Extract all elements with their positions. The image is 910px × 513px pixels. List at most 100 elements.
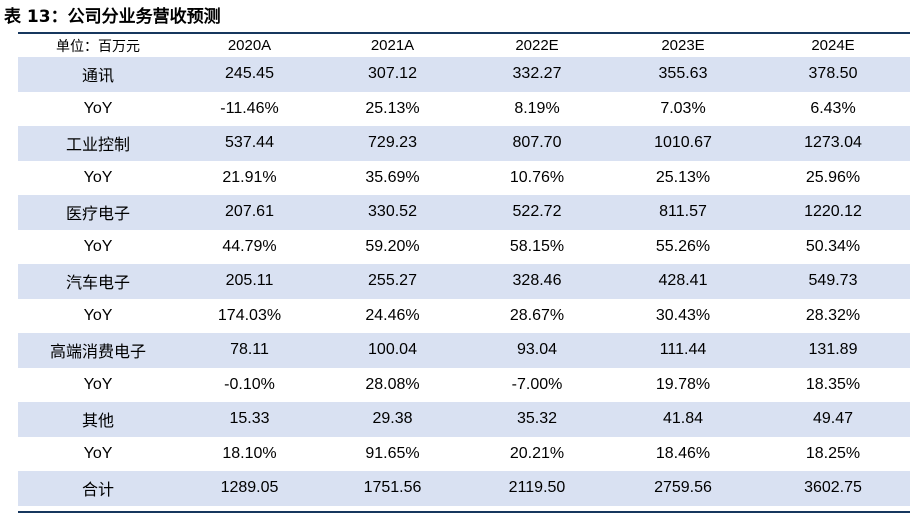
table-cell: 3602.75 [756,471,910,506]
table-cell: 59.20% [365,237,420,255]
table-cell: 1289.05 [178,471,321,506]
header-2023e: 2023E [661,37,705,54]
table-cell: 30.43% [655,306,711,324]
table-cell: 18.25% [805,444,861,462]
row-label: 高端消费电子 [18,333,178,368]
table-cell: 328.46 [464,264,610,299]
row-label: 合计 [18,471,178,506]
table-cell: 6.43% [810,99,856,117]
table-cell: 25.13% [655,168,711,186]
header-unit: 单位：百万元 [56,38,140,55]
table-cell: 28.08% [365,375,420,393]
table-cell: 58.15% [509,237,565,255]
table-cell: 55.26% [655,237,711,255]
header-2020a: 2020A [227,37,272,54]
table-cell: 28.67% [509,306,565,324]
table-cell: 100.04 [321,333,464,368]
table-cell: 78.11 [178,333,321,368]
table-cell: 522.72 [464,195,610,230]
table-cell: -0.10% [224,375,275,393]
header-2022e: 2022E [515,37,559,54]
table-cell: 549.73 [756,264,910,299]
table-cell: 131.89 [756,333,910,368]
header-row: 单位：百万元 2020A 2021A 2022E 2023E 2024E [18,34,910,57]
table-title: 表 13：公司分业务营收预测 [4,7,221,27]
table-cell: 7.03% [660,99,706,117]
table-cell: 811.57 [610,195,756,230]
table-cell: 1751.56 [321,471,464,506]
table-bottom-rule [18,511,910,513]
table-cell: 44.79% [222,237,277,255]
table-cell: 255.27 [321,264,464,299]
table-cell: 41.84 [610,402,756,437]
row-label: 工业控制 [18,126,178,161]
header-2021a: 2021A [370,37,415,54]
table-cell: 2759.56 [610,471,756,506]
table-cell: 174.03% [217,306,282,324]
table-cell: 245.45 [178,57,321,92]
table-row: YoY 21.91% 35.69% 10.76% 25.13% 25.96% [18,161,910,196]
table-cell: 29.38 [321,402,464,437]
table-cell: 307.12 [321,57,464,92]
row-label: YoY [83,444,113,462]
row-label: YoY [83,99,113,117]
table-cell: 10.76% [509,168,565,186]
table-row: 通讯 245.45 307.12 332.27 355.63 378.50 [18,57,910,92]
table-cell: 25.96% [805,168,861,186]
table-row: YoY 18.10% 91.65% 20.21% 18.46% 18.25% [18,437,910,472]
table-row: 汽车电子 205.11 255.27 328.46 428.41 549.73 [18,264,910,299]
table-cell: 15.33 [178,402,321,437]
table-cell: 428.41 [610,264,756,299]
table-row: YoY -11.46% 25.13% 8.19% 7.03% 6.43% [18,92,910,127]
table-row: YoY 44.79% 59.20% 58.15% 55.26% 50.34% [18,230,910,265]
table-cell: 25.13% [365,99,420,117]
table-cell: 1273.04 [756,126,910,161]
table-row: 高端消费电子 78.11 100.04 93.04 111.44 131.89 [18,333,910,368]
table-cell: 8.19% [514,99,560,117]
table-cell: 24.46% [365,306,420,324]
table-cell: 19.78% [655,375,711,393]
table-cell: -11.46% [220,99,279,117]
table-cell: 35.69% [365,168,420,186]
table-cell: 50.34% [805,237,861,255]
table-cell: 537.44 [178,126,321,161]
table-row: 其他 15.33 29.38 35.32 41.84 49.47 [18,402,910,437]
table-cell: 378.50 [756,57,910,92]
revenue-forecast-table: 单位：百万元 2020A 2021A 2022E 2023E 2024E 通讯 … [18,34,910,506]
table-cell: 729.23 [321,126,464,161]
table-cell: 21.91% [222,168,277,186]
table-cell: 111.44 [610,333,756,368]
table-row: YoY 174.03% 24.46% 28.67% 30.43% 28.32% [18,299,910,334]
table-top-rule [18,32,910,34]
table-cell: 93.04 [464,333,610,368]
row-label: YoY [83,375,113,393]
table-row: 合计 1289.05 1751.56 2119.50 2759.56 3602.… [18,471,910,506]
table-cell: 91.65% [365,444,420,462]
row-label: 其他 [18,402,178,437]
table-cell: 332.27 [464,57,610,92]
table-cell: 18.46% [655,444,711,462]
table-cell: 1010.67 [610,126,756,161]
row-label: YoY [83,168,113,186]
table-cell: 207.61 [178,195,321,230]
table-cell: 807.70 [464,126,610,161]
table-row: YoY -0.10% 28.08% -7.00% 19.78% 18.35% [18,368,910,403]
table-cell: 49.47 [756,402,910,437]
table-cell: 18.35% [805,375,861,393]
table-cell: 355.63 [610,57,756,92]
table-cell: -7.00% [511,375,563,393]
header-2024e: 2024E [811,37,855,54]
row-label: 医疗电子 [18,195,178,230]
table-cell: 330.52 [321,195,464,230]
row-label: YoY [83,306,113,324]
row-label: 通讯 [18,57,178,92]
row-label: YoY [83,237,113,255]
table-cell: 205.11 [178,264,321,299]
table-cell: 35.32 [464,402,610,437]
table-row: 医疗电子 207.61 330.52 522.72 811.57 1220.12 [18,195,910,230]
table-cell: 28.32% [805,306,861,324]
table-cell: 2119.50 [464,471,610,506]
table-cell: 18.10% [222,444,277,462]
table-cell: 20.21% [509,444,565,462]
table-row: 工业控制 537.44 729.23 807.70 1010.67 1273.0… [18,126,910,161]
